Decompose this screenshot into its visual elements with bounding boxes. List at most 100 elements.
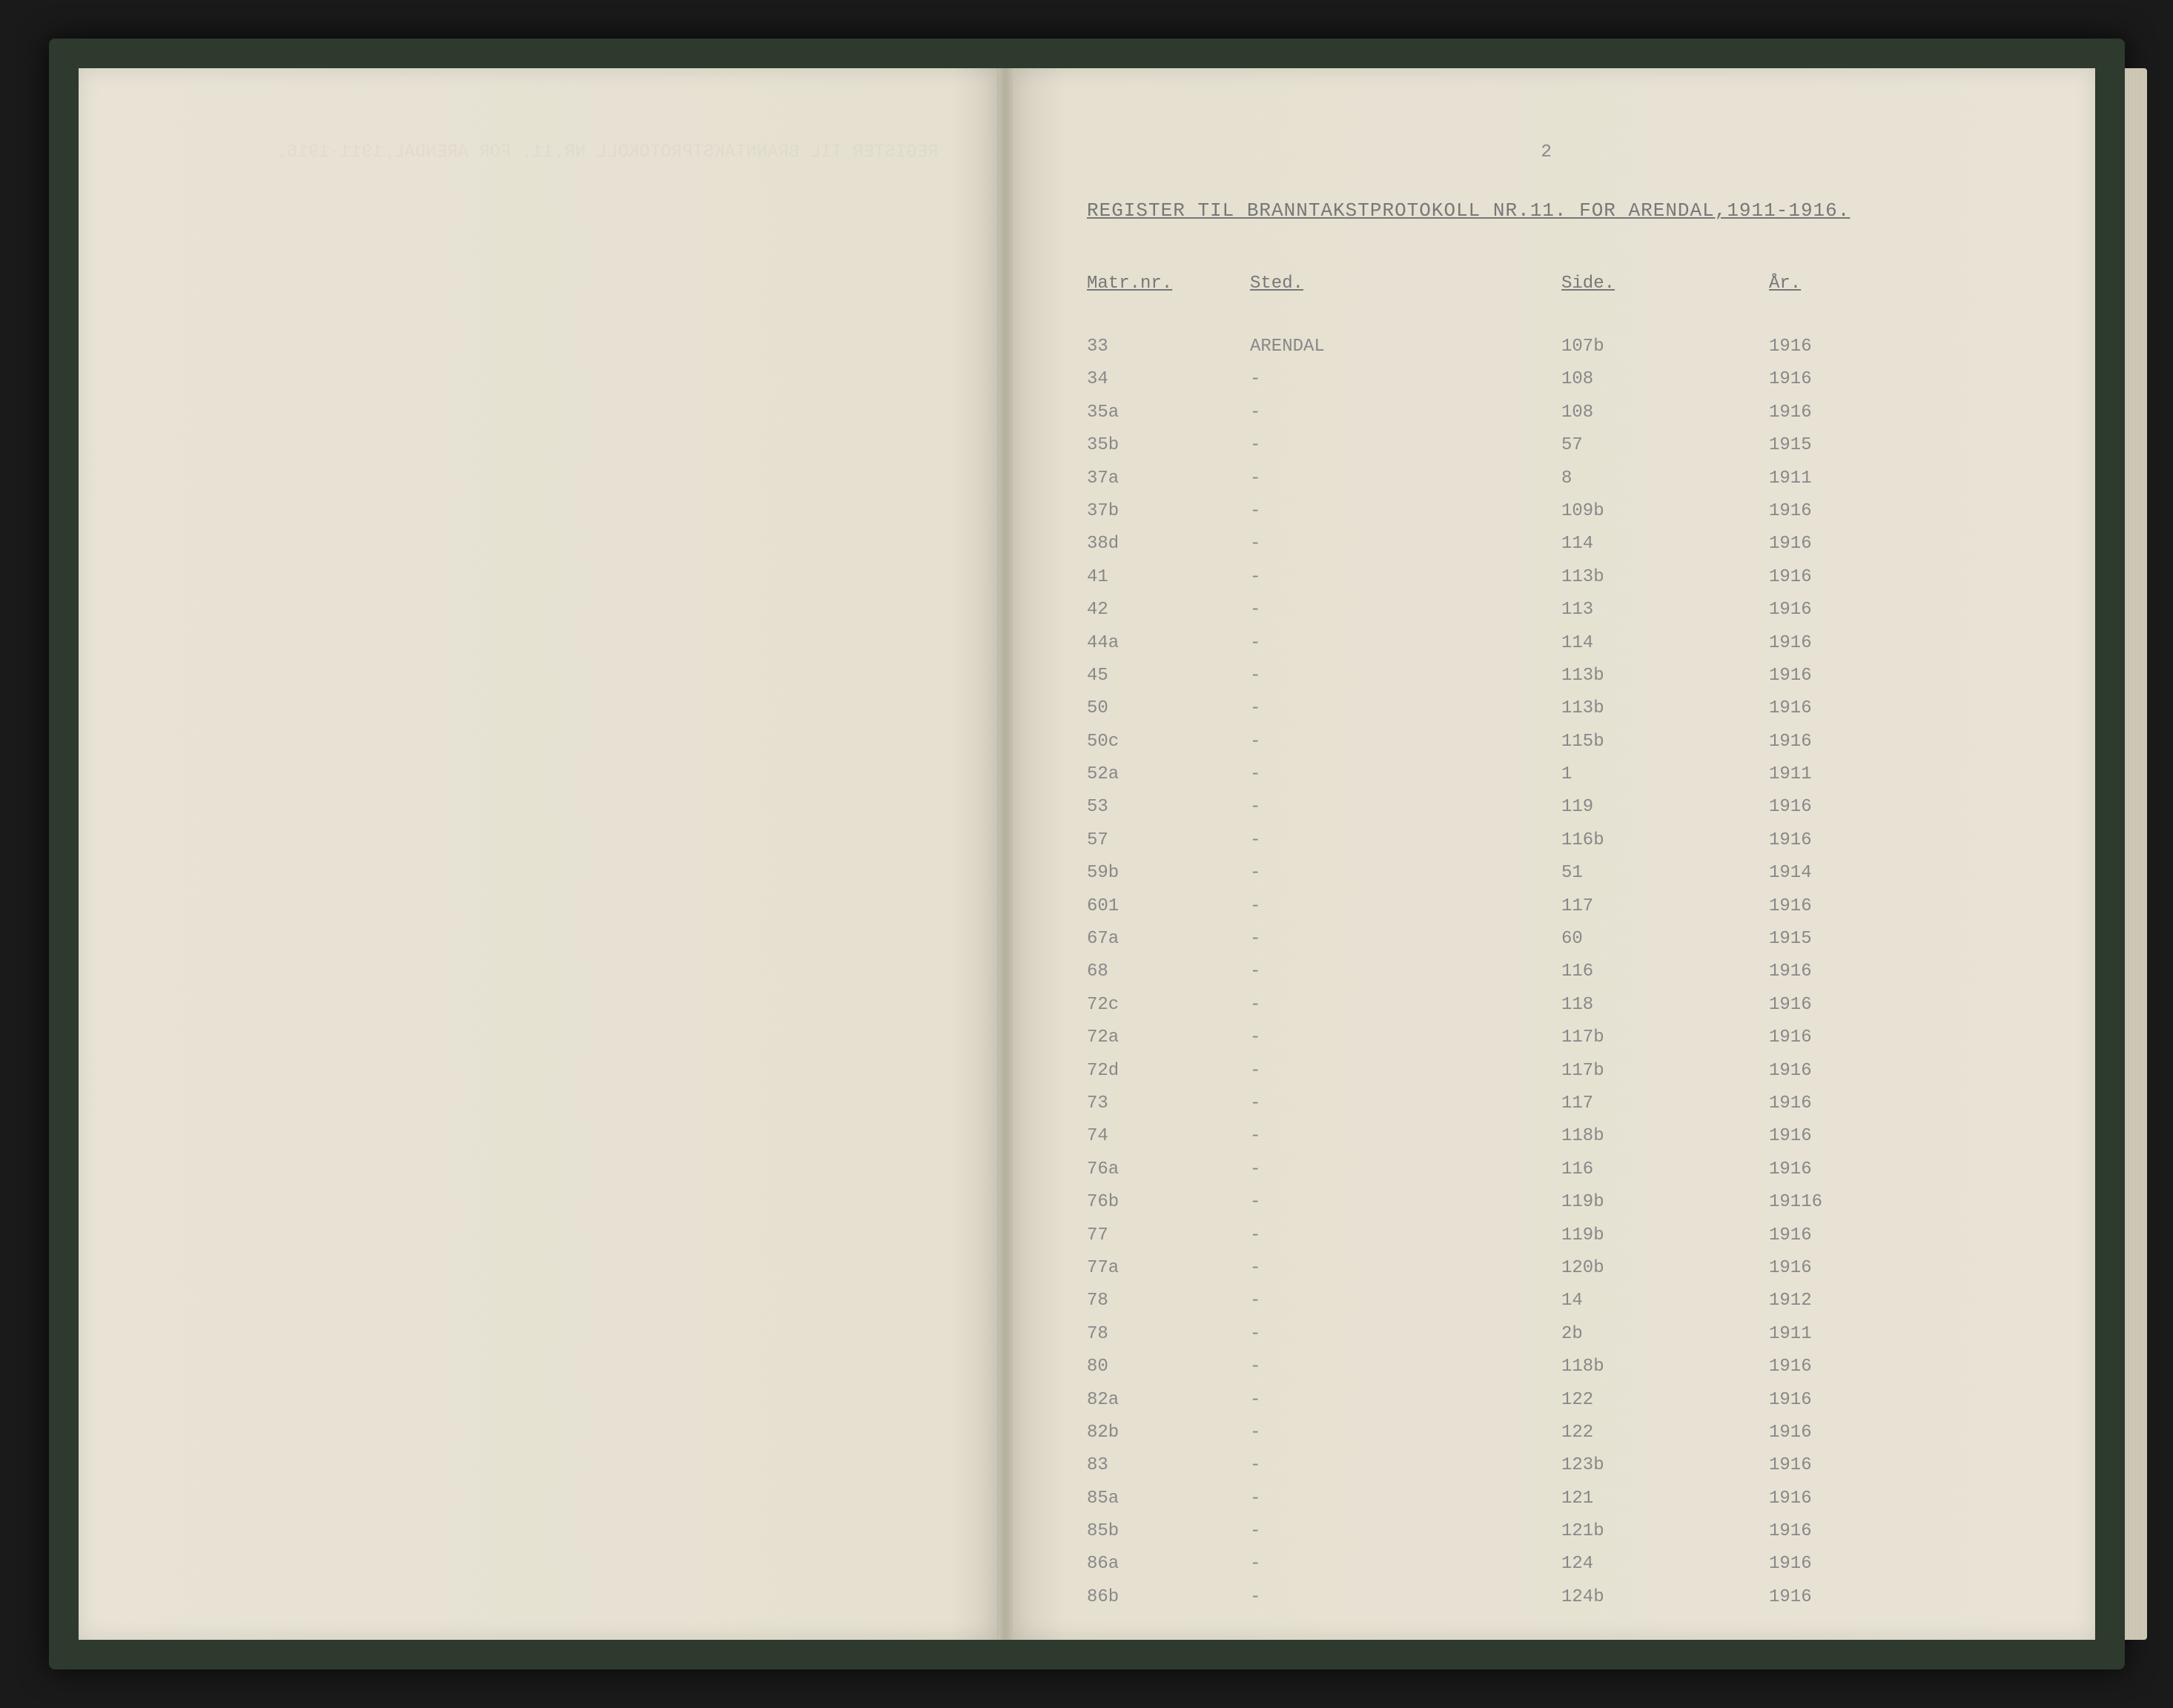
cell-matr: 72d [1087,1055,1250,1088]
table-row: 38d-1141916 [1087,528,2006,560]
register-table: Matr.nr. Sted. Side. År. 33ARENDAL107b19… [1087,274,2006,1614]
cell-side: 113 [1561,594,1769,626]
cell-matr: 85a [1087,1483,1250,1515]
table-row: 77-119b1916 [1087,1219,2006,1252]
cell-ar: 1916 [1769,627,1873,660]
table-body: 33ARENDAL107b191634-108191635a-108191635… [1087,331,2006,1614]
table-row: 37a-81911 [1087,463,2006,495]
cell-sted: - [1250,495,1561,528]
cell-side: 107b [1561,331,1769,363]
cell-sted: - [1250,890,1561,923]
cell-sted: - [1250,758,1561,791]
left-page: REGISTER TIL BRANNTAKSTPROTOKOLL NR.11. … [79,68,999,1640]
cell-ar: 1916 [1769,824,1873,857]
cell-matr: 78 [1087,1318,1250,1351]
table-row: 72c-1181916 [1087,989,2006,1022]
cell-matr: 72c [1087,989,1250,1022]
table-row: 74-118b1916 [1087,1120,2006,1153]
right-page: 2 REGISTER TIL BRANNTAKSTPROTOKOLL NR.11… [1013,68,2095,1640]
cell-side: 124b [1561,1581,1769,1614]
table-row: 41-113b1916 [1087,561,2006,594]
table-row: 59b-511914 [1087,857,2006,890]
cell-matr: 85b [1087,1515,1250,1548]
cell-matr: 33 [1087,331,1250,363]
cell-side: 122 [1561,1384,1769,1417]
cell-side: 114 [1561,627,1769,660]
cell-ar: 1915 [1769,923,1873,956]
table-row: 85a-1211916 [1087,1483,2006,1515]
cell-side: 108 [1561,397,1769,429]
cell-sted: - [1250,1417,1561,1449]
cell-sted: - [1250,1548,1561,1580]
cell-sted: - [1250,1252,1561,1285]
cell-ar: 19116 [1769,1186,1873,1219]
header-matr: Matr.nr. [1087,274,1250,294]
cell-matr: 34 [1087,363,1250,396]
cell-ar: 1911 [1769,463,1873,495]
show-through-text: REGISTER TIL BRANNTAKSTPROTOKOLL NR.11. … [138,142,939,162]
cell-side: 113b [1561,660,1769,692]
table-row: 53-1191916 [1087,791,2006,824]
table-row: 72d-117b1916 [1087,1055,2006,1088]
cell-ar: 1916 [1769,331,1873,363]
cell-sted: - [1250,1285,1561,1317]
cell-side: 118b [1561,1120,1769,1153]
cell-ar: 1916 [1769,1219,1873,1252]
cell-ar: 1916 [1769,594,1873,626]
cell-sted: - [1250,429,1561,462]
cell-matr: 72a [1087,1022,1250,1054]
cell-matr: 59b [1087,857,1250,890]
cell-ar: 1916 [1769,1515,1873,1548]
cell-matr: 67a [1087,923,1250,956]
cell-side: 120b [1561,1252,1769,1285]
cell-sted: - [1250,1186,1561,1219]
cell-ar: 1916 [1769,1088,1873,1120]
cell-ar: 1916 [1769,1022,1873,1054]
cell-ar: 1916 [1769,561,1873,594]
table-row: 73-1171916 [1087,1088,2006,1120]
cell-matr: 35b [1087,429,1250,462]
cell-matr: 50 [1087,692,1250,725]
cell-side: 117 [1561,890,1769,923]
cell-side: 118b [1561,1351,1769,1383]
cell-side: 119 [1561,791,1769,824]
cell-sted: - [1250,528,1561,560]
cell-sted: - [1250,1120,1561,1153]
cell-sted: - [1250,397,1561,429]
cell-sted: ARENDAL [1250,331,1561,363]
cell-side: 14 [1561,1285,1769,1317]
table-row: 50c-115b1916 [1087,726,2006,758]
cell-ar: 1916 [1769,1483,1873,1515]
cell-sted: - [1250,923,1561,956]
cell-side: 113b [1561,561,1769,594]
table-row: 44a-1141916 [1087,627,2006,660]
cell-ar: 1911 [1769,1318,1873,1351]
table-row: 86b-124b1916 [1087,1581,2006,1614]
cell-matr: 77 [1087,1219,1250,1252]
table-row: 82b-1221916 [1087,1417,2006,1449]
cell-side: 8 [1561,463,1769,495]
cell-matr: 80 [1087,1351,1250,1383]
cell-ar: 1911 [1769,758,1873,791]
cell-ar: 1916 [1769,692,1873,725]
table-row: 50-113b1916 [1087,692,2006,725]
table-row: 67a-601915 [1087,923,2006,956]
cell-side: 113b [1561,692,1769,725]
cell-ar: 1916 [1769,1417,1873,1449]
cell-matr: 86b [1087,1581,1250,1614]
cell-matr: 45 [1087,660,1250,692]
cell-side: 115b [1561,726,1769,758]
cell-matr: 83 [1087,1449,1250,1482]
cell-side: 109b [1561,495,1769,528]
cell-side: 124 [1561,1548,1769,1580]
table-row: 52a-11911 [1087,758,2006,791]
cell-sted: - [1250,1351,1561,1383]
cell-matr: 44a [1087,627,1250,660]
cell-ar: 1916 [1769,890,1873,923]
cell-sted: - [1250,824,1561,857]
cell-matr: 57 [1087,824,1250,857]
cell-matr: 68 [1087,956,1250,988]
cell-side: 121 [1561,1483,1769,1515]
cell-matr: 42 [1087,594,1250,626]
cell-side: 123b [1561,1449,1769,1482]
